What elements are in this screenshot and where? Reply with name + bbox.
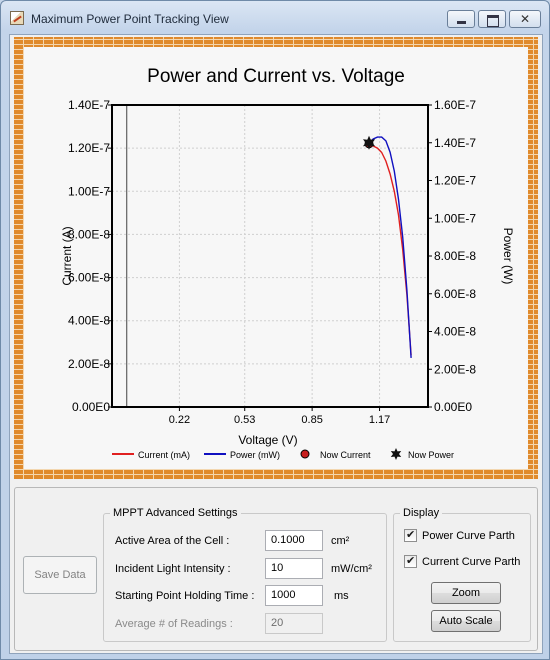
chart-frame: Power and Current vs. Voltage 0.00E0 2.00E… [14,37,538,479]
avg-readings-input: 20 [265,613,323,634]
save-data-button[interactable]: Save Data [23,556,97,594]
legend-power-label: Power (mW) [230,450,280,460]
current-curve-checkbox[interactable] [404,554,417,568]
current-curve-checkbox-row[interactable]: Current Curve Parth [404,554,528,570]
current-curve-label: Current Curve Parth [422,556,521,568]
y2-axis-label: Power (W) [501,228,515,285]
chart-area: Power and Current vs. Voltage 0.00E0 2.00E… [24,47,528,469]
y2-tick-label: 1.60E-7 [434,98,476,112]
legend-now-power-marker [390,448,402,460]
y-tick-label: 2.00E-8 [68,357,110,371]
series-line-0 [368,143,412,356]
y-tick-label: 8.00E-8 [68,227,110,241]
holding-time-unit: ms [334,590,349,602]
y2-tick-label: 1.20E-7 [434,174,476,188]
power-curve-label: Power Curve Parth [422,530,515,542]
x-tick-label: 0.85 [301,414,322,426]
y-tick-label: 1.40E-7 [68,98,110,112]
legend-current-label: Current (mA) [138,450,190,460]
power-current-chart: Power and Current vs. Voltage 0.00E0 2.00E… [60,66,515,460]
plot-area [112,105,428,407]
x-tick-label: 1.17 [369,414,390,426]
power-curve-checkbox[interactable] [404,528,417,542]
close-button[interactable] [509,10,541,28]
chart-title: Power and Current vs. Voltage [147,66,405,87]
settings-panel: Save Data MPPT Advanced Settings Active … [14,487,538,651]
y2-tick-label: 1.40E-7 [434,136,476,150]
legend-now-power-label: Now Power [408,450,454,460]
light-intensity-label: Incident Light Intensity : [115,563,231,575]
title-bar[interactable]: Maximum Power Point Tracking View [1,1,549,35]
auto-scale-button[interactable]: Auto Scale [431,610,501,632]
y2-tick-label: 2.00E-8 [434,362,476,376]
zoom-button[interactable]: Zoom [431,582,501,604]
legend-now-current-label: Now Current [320,450,371,460]
y-tick-label: 0.00E0 [72,400,110,414]
y2-tick-label: 1.00E-7 [434,211,476,225]
y2-tick-label: 6.00E-8 [434,287,476,301]
y-axis-label: Current (A) [60,226,74,285]
display-group: Display Power Curve Parth Current Curve … [393,506,531,642]
active-area-unit: cm² [331,535,350,547]
light-intensity-unit: mW/cm² [331,563,372,575]
x-tick-label: 0.53 [234,414,255,426]
y2-tick-label: 0.00E0 [434,400,472,414]
y-tick-label: 1.00E-7 [68,184,110,198]
app-icon [10,11,24,25]
holding-time-input[interactable]: 1000 [265,585,323,606]
x-axis-label: Voltage (V) [238,433,297,447]
display-group-title: Display [400,506,443,520]
y-tick-label: 6.00E-8 [68,271,110,285]
x-tick-label: 0.22 [169,414,190,426]
marker-now-power [363,135,376,150]
active-area-input[interactable]: 0.1000 [265,530,323,551]
holding-time-label: Starting Point Holding Time : [115,590,255,602]
y-tick-label: 1.20E-7 [68,141,110,155]
client-area: Power and Current vs. Voltage 0.00E0 2.00E… [9,34,543,654]
maximize-button[interactable] [478,10,506,28]
y2-tick-label: 8.00E-8 [434,249,476,263]
mppt-group-title: MPPT Advanced Settings [110,506,241,520]
avg-readings-label: Average # of Readings : [115,618,233,630]
active-area-label: Active Area of the Cell : [115,535,230,547]
minimize-button[interactable] [447,10,475,28]
y2-tick-label: 4.00E-8 [434,325,476,339]
mppt-settings-group: MPPT Advanced Settings Active Area of th… [103,506,387,642]
power-curve-checkbox-row[interactable]: Power Curve Parth [404,528,528,544]
legend-now-current-marker [300,449,310,459]
series-line-1 [368,136,412,358]
y-tick-label: 4.00E-8 [68,314,110,328]
window-title: Maximum Power Point Tracking View [31,12,229,26]
light-intensity-input[interactable]: 10 [265,558,323,579]
